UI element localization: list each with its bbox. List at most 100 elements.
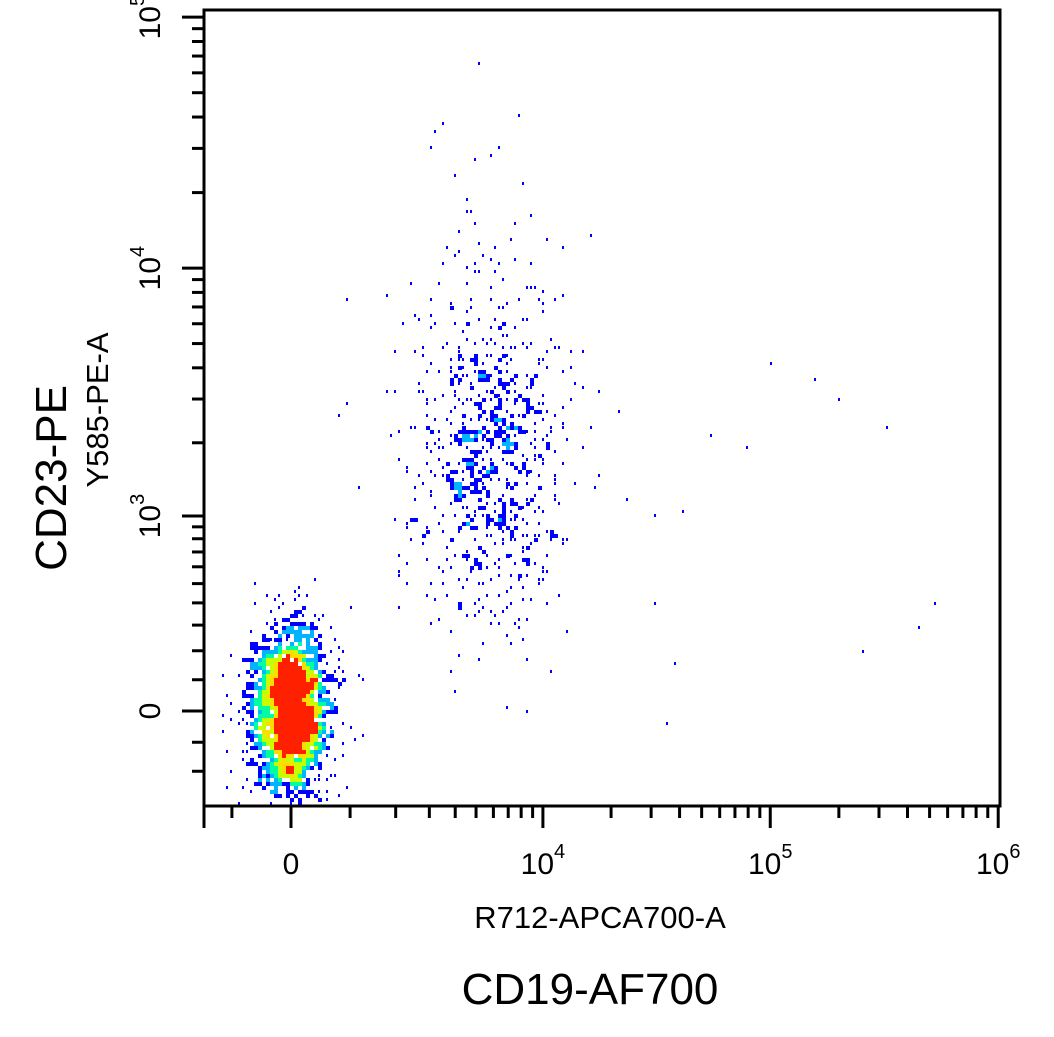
event-point <box>302 714 306 718</box>
event-point <box>486 518 490 522</box>
event-point <box>442 446 444 449</box>
event-point <box>546 602 548 605</box>
event-point <box>250 702 254 706</box>
event-point <box>310 630 314 634</box>
event-point <box>490 298 492 301</box>
event-point <box>254 718 258 722</box>
event-point <box>298 666 302 670</box>
event-point <box>502 494 504 497</box>
event-point <box>478 418 480 421</box>
event-point <box>562 538 564 541</box>
event-point <box>298 726 302 730</box>
event-point <box>242 786 244 789</box>
event-point <box>326 778 328 781</box>
event-point <box>490 534 492 537</box>
event-point <box>314 722 318 726</box>
event-point <box>306 758 310 762</box>
event-point <box>290 654 294 658</box>
event-point <box>278 750 282 754</box>
event-point <box>522 462 526 466</box>
event-point <box>478 430 482 434</box>
event-point <box>522 518 524 521</box>
event-point <box>286 658 290 662</box>
event-point <box>886 426 888 429</box>
event-point <box>502 522 506 526</box>
event-point <box>290 798 294 802</box>
event-point <box>454 486 458 490</box>
event-point <box>474 602 476 605</box>
event-point <box>498 518 502 522</box>
event-point <box>358 674 360 677</box>
event-point <box>298 690 302 694</box>
event-point <box>478 470 482 474</box>
event-point <box>306 698 310 702</box>
event-point <box>262 690 266 694</box>
event-point <box>514 402 516 405</box>
event-point <box>338 414 340 417</box>
event-point <box>498 394 500 397</box>
event-point <box>290 718 294 722</box>
event-point <box>294 782 298 786</box>
event-point <box>346 298 348 301</box>
event-point <box>298 718 302 722</box>
event-point <box>282 666 286 670</box>
event-point <box>538 506 540 509</box>
event-point <box>482 486 486 490</box>
event-point <box>486 470 490 474</box>
event-point <box>342 722 344 725</box>
event-point <box>542 570 544 573</box>
event-point <box>590 234 592 237</box>
event-point <box>242 718 244 721</box>
event-point <box>266 754 270 758</box>
event-point <box>294 730 298 734</box>
event-point <box>414 314 416 317</box>
event-point <box>306 730 310 734</box>
event-point <box>542 302 544 305</box>
event-point <box>306 766 310 770</box>
event-point <box>534 286 536 289</box>
event-point <box>298 742 302 746</box>
event-point <box>270 706 274 710</box>
event-point <box>318 698 322 702</box>
event-point <box>510 486 514 490</box>
event-point <box>278 606 280 609</box>
event-point <box>266 594 268 597</box>
event-point <box>282 602 284 605</box>
event-point <box>306 742 310 746</box>
event-point <box>306 790 310 794</box>
event-point <box>298 658 302 662</box>
event-point <box>458 358 460 361</box>
event-point <box>302 718 306 722</box>
event-point <box>562 426 564 429</box>
event-point <box>466 446 468 449</box>
event-point <box>294 762 298 766</box>
event-point <box>446 478 450 482</box>
y-axis-marker-label: CD23-PE <box>27 385 76 571</box>
event-point <box>242 690 246 694</box>
event-point <box>274 618 276 621</box>
event-point <box>294 766 298 770</box>
event-point <box>506 478 508 481</box>
event-point <box>278 638 282 642</box>
event-point <box>362 678 364 681</box>
event-point <box>242 758 244 761</box>
event-point <box>262 654 266 658</box>
event-point <box>278 710 282 714</box>
event-point <box>598 390 600 393</box>
event-point <box>298 802 302 806</box>
event-point <box>418 382 420 385</box>
event-point <box>406 582 408 585</box>
event-point <box>466 458 470 462</box>
event-point <box>290 674 294 678</box>
event-point <box>482 410 486 414</box>
event-point <box>462 422 464 425</box>
event-point <box>486 494 490 498</box>
event-point <box>482 514 484 517</box>
event-point <box>490 390 494 394</box>
event-point <box>506 410 508 413</box>
event-point <box>254 686 258 690</box>
event-point <box>274 686 278 690</box>
event-point <box>262 762 266 766</box>
event-point <box>310 650 314 654</box>
event-point <box>270 638 272 641</box>
